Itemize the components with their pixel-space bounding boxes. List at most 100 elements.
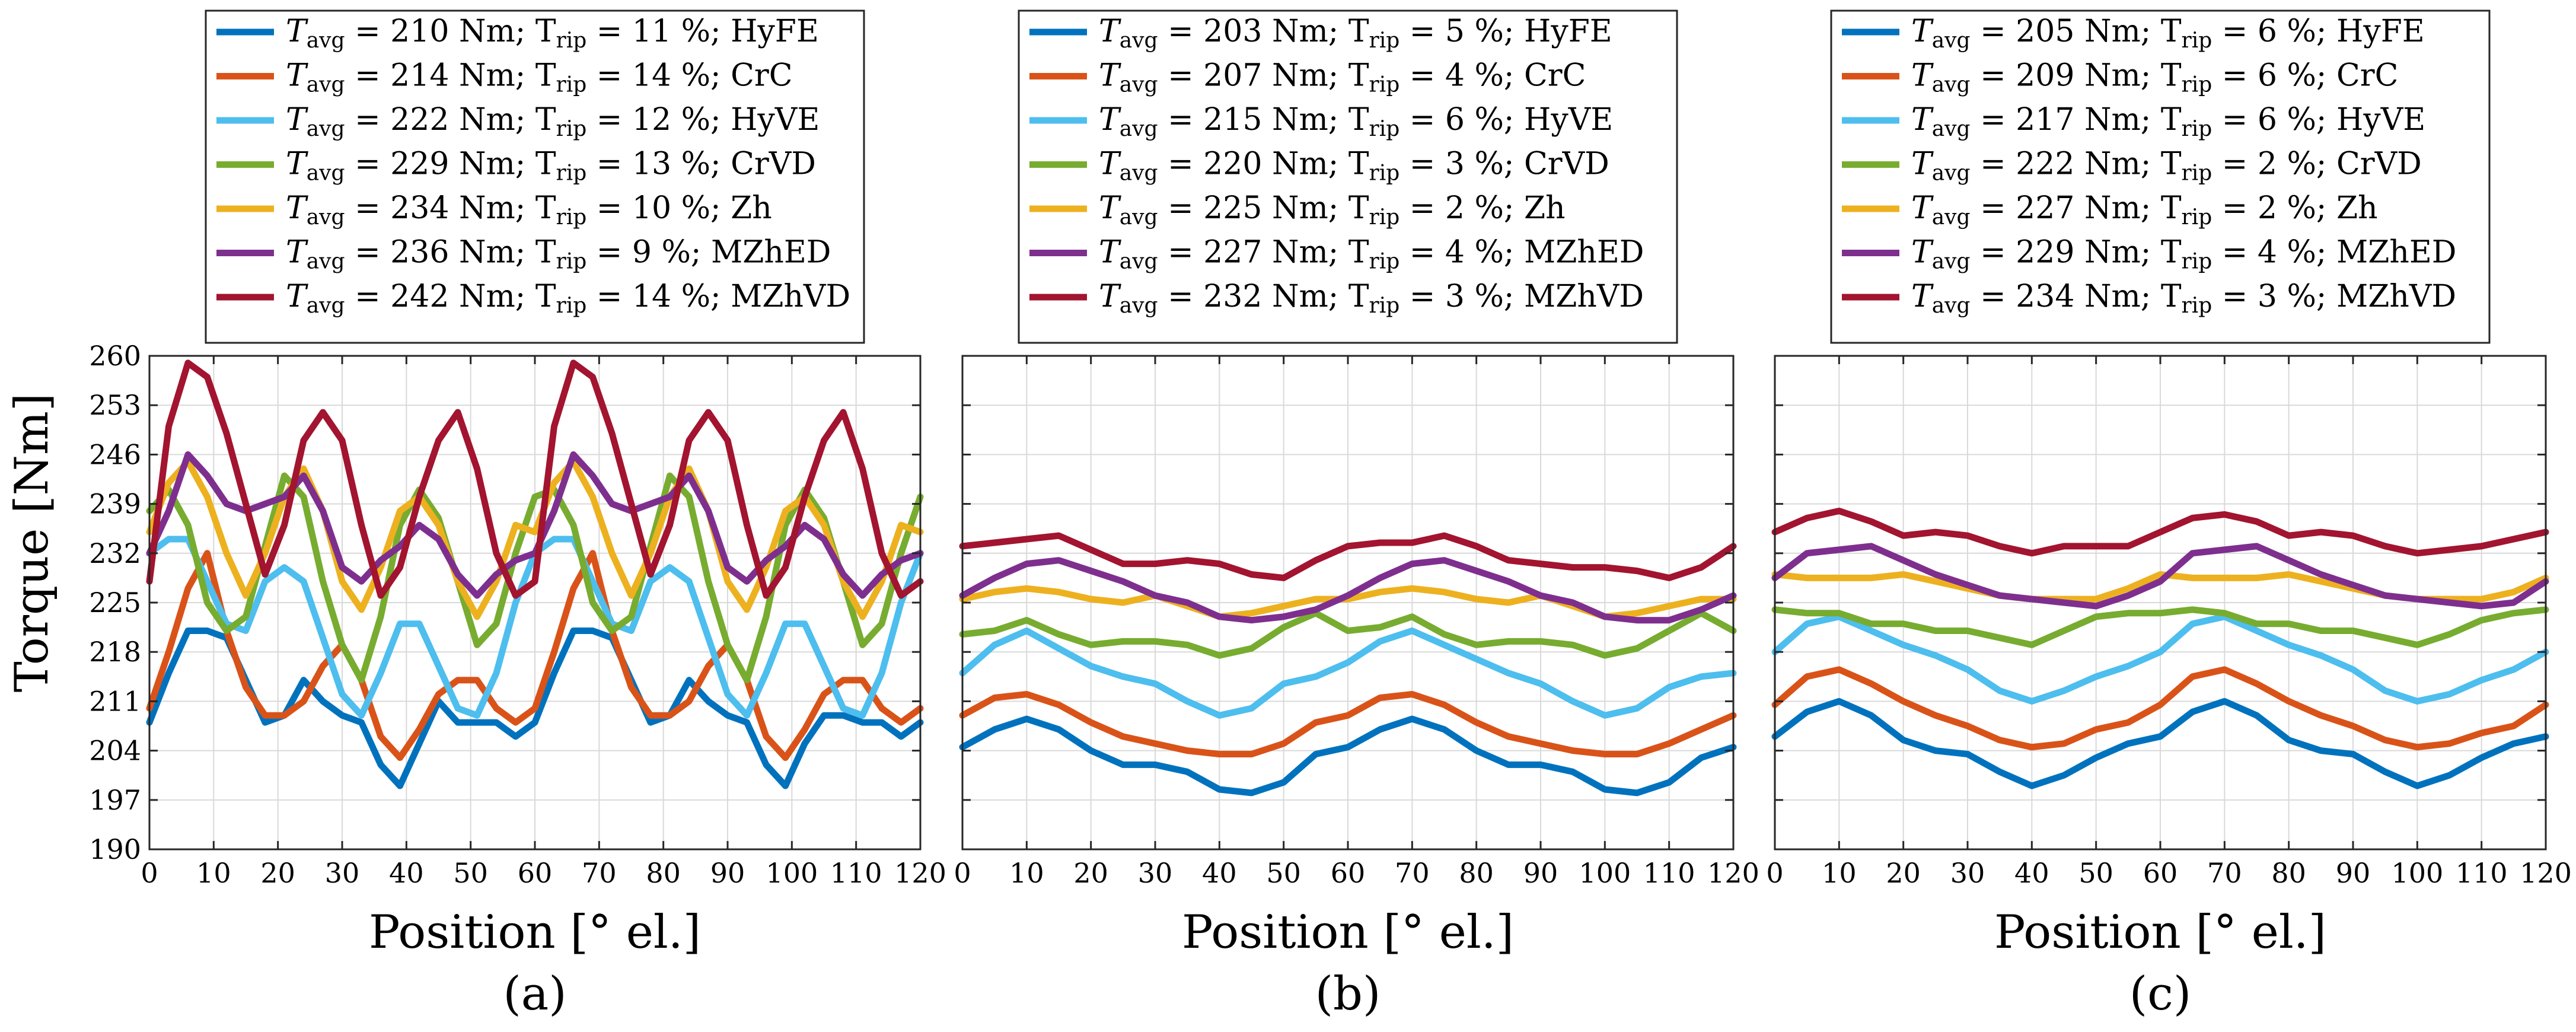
x-axis-label: Position [° el.] [369,906,701,959]
y-tick-label: 211 [89,685,141,717]
series-line-MZhED [1771,543,2549,610]
x-tick-label: 70 [1395,857,1430,889]
legend-entry-Zh: Tavg = 225 Nm; Trip = 2 %; Zh [1099,190,1566,230]
x-tick-label: 100 [1579,857,1631,889]
x-tick-label: 90 [2336,857,2371,889]
y-tick-label: 232 [89,537,141,569]
legend-entry-CrC: Tavg = 214 Nm; Trip = 14 %; CrC [286,58,793,97]
x-tick-label: 40 [1202,857,1237,889]
x-tick-label: 40 [2014,857,2049,889]
series-line-HyVE [1771,613,2549,705]
legend-entry-CrVD: Tavg = 222 Nm; Trip = 2 %; CrVD [1911,146,2422,186]
legend-entry-CrC: Tavg = 207 Nm; Trip = 4 %; CrC [1099,58,1586,97]
x-tick-label: 70 [2207,857,2242,889]
x-tick-label: 40 [389,857,424,889]
legend-entry-HyFE: Tavg = 203 Nm; Trip = 5 %; HyFE [1099,14,1612,53]
x-tick-label: 60 [1331,857,1366,889]
y-axis-label: Torque [Nm] [5,393,59,692]
x-tick-label: 100 [2391,857,2443,889]
x-tick-label: 80 [646,857,681,889]
x-tick-label: 100 [766,857,818,889]
legend-entry-MZhVD: Tavg = 234 Nm; Trip = 3 %; MZhVD [1911,279,2456,318]
x-tick-label: 60 [2143,857,2178,889]
y-tick-label: 225 [89,587,141,619]
series-line-CrC [1771,666,2549,751]
x-tick-label: 50 [1266,857,1301,889]
series-line-MZhVD [146,359,924,599]
x-tick-label: 90 [710,857,745,889]
y-tick-label: 218 [89,636,141,668]
series-line-CrVD [1771,606,2549,648]
x-tick-label: 110 [830,857,882,889]
panel-caption: (c) [2129,967,2192,1021]
legend-box [1830,9,2491,344]
series-line-HyFE [1771,697,2549,789]
legend-entry-MZhVD: Tavg = 232 Nm; Trip = 3 %; MZhVD [1099,279,1644,318]
legend-entry-HyVE: Tavg = 217 Nm; Trip = 6 %; HyVE [1911,102,2425,141]
y-tick-label: 197 [89,784,141,816]
series-line-MZhVD [1771,508,2549,557]
panel-caption: (a) [503,967,566,1021]
legend-entry-HyVE: Tavg = 215 Nm; Trip = 6 %; HyVE [1099,102,1613,141]
series-line-CrC [959,691,1737,757]
legend-entry-CrC: Tavg = 209 Nm; Trip = 6 %; CrC [1911,58,2398,97]
x-tick-label: 30 [1138,857,1173,889]
y-tick-label: 239 [89,488,141,520]
legend-entry-MZhED: Tavg = 229 Nm; Trip = 4 %; MZhED [1911,235,2457,274]
legend: Tavg = 210 Nm; Trip = 11 %; HyFE Tavg = 2… [205,9,865,344]
x-tick-label: 10 [1009,857,1044,889]
x-tick-label: 0 [1766,857,1783,889]
x-tick-label: 10 [196,857,231,889]
x-tick-label: 110 [1643,857,1695,889]
legend: Tavg = 205 Nm; Trip = 6 %; HyFE Tavg = 20… [1830,9,2491,344]
x-tick-label: 20 [260,857,295,889]
x-tick-label: 60 [518,857,553,889]
x-tick-label: 120 [1707,857,1759,889]
series-line-Zh [146,458,924,620]
y-tick-label: 204 [89,735,141,767]
legend-entry-Zh: Tavg = 234 Nm; Trip = 10 %; Zh [286,190,772,230]
x-tick-label: 50 [453,857,488,889]
x-tick-label: 20 [1886,857,1921,889]
series-line-HyFE [959,715,1737,797]
y-tick-label: 260 [89,340,141,372]
legend: Tavg = 203 Nm; Trip = 5 %; HyFE Tavg = 20… [1018,9,1678,344]
x-tick-label: 20 [1073,857,1108,889]
x-axis-label: Position [° el.] [1182,906,1514,959]
x-tick-label: 10 [1822,857,1857,889]
y-tick-label: 253 [89,389,141,421]
panels-group: Tavg = 210 Nm; Trip = 11 %; HyFE Tavg = 2… [89,9,2572,1021]
x-tick-label: 30 [325,857,360,889]
panel-caption: (b) [1315,967,1381,1021]
x-tick-label: 120 [894,857,946,889]
chart-panel-a: Tavg = 210 Nm; Trip = 11 %; HyFE Tavg = 2… [89,9,946,1021]
series-line-CrVD [959,610,1737,659]
legend-entry-MZhED: Tavg = 227 Nm; Trip = 4 %; MZhED [1099,235,1644,274]
x-axis-label: Position [° el.] [1994,906,2326,959]
legend-box [205,9,865,344]
legend-entry-MZhVD: Tavg = 242 Nm; Trip = 14 %; MZhVD [286,279,850,318]
legend-entry-CrVD: Tavg = 229 Nm; Trip = 13 %; CrVD [286,146,816,186]
chart-panel-b: Tavg = 203 Nm; Trip = 5 %; HyFE Tavg = 20… [954,9,1759,1021]
x-tick-label: 90 [1523,857,1558,889]
legend-entry-Zh: Tavg = 227 Nm; Trip = 2 %; Zh [1911,190,2378,230]
legend-entry-HyVE: Tavg = 222 Nm; Trip = 12 %; HyVE [286,102,820,141]
chart-panel-c: Tavg = 205 Nm; Trip = 6 %; HyFE Tavg = 20… [1766,9,2572,1021]
series-line-HyVE [959,628,1737,719]
x-tick-label: 80 [1459,857,1494,889]
x-tick-label: 80 [2271,857,2306,889]
series-line-MZhVD [959,532,1737,581]
y-tick-label: 190 [89,833,141,865]
x-tick-label: 0 [141,857,158,889]
y-tick-label: 246 [89,438,141,470]
series-line-MZhED [959,557,1737,624]
legend-entry-HyFE: Tavg = 210 Nm; Trip = 11 %; HyFE [286,14,819,53]
legend-box [1018,9,1678,344]
x-tick-label: 50 [2078,857,2113,889]
legend-entry-CrVD: Tavg = 220 Nm; Trip = 3 %; CrVD [1099,146,1609,186]
x-tick-label: 120 [2520,857,2572,889]
legend-entry-MZhED: Tavg = 236 Nm; Trip = 9 %; MZhED [286,235,831,274]
x-tick-label: 30 [1950,857,1985,889]
x-tick-label: 110 [2456,857,2508,889]
